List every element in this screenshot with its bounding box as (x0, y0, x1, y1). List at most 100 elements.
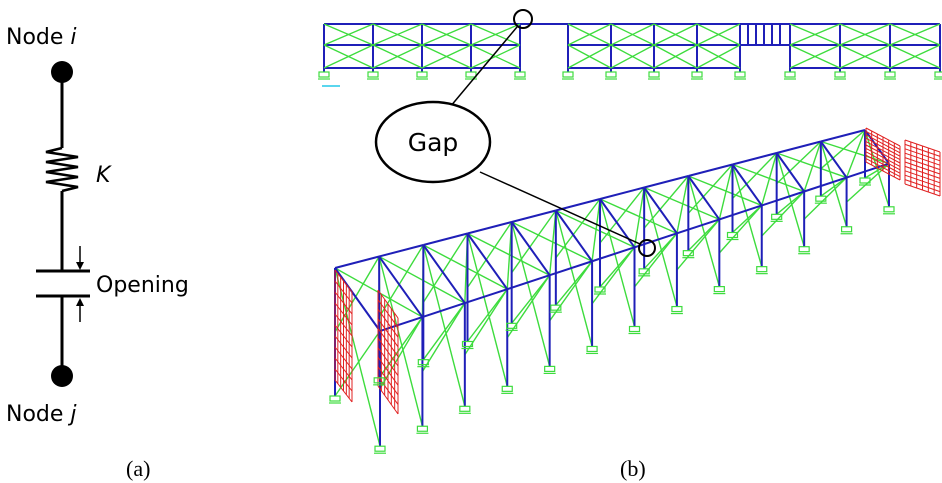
support (726, 231, 739, 239)
cross-beam (466, 232, 509, 290)
side-brace (687, 164, 734, 214)
brace (470, 44, 521, 69)
structural-model: Gap (b) (318, 9, 942, 481)
gap-marker-elevation (513, 9, 533, 29)
brace (323, 23, 374, 46)
brace (323, 44, 374, 69)
wall-rail (334, 302, 353, 326)
wall-rail (865, 141, 901, 161)
support (329, 395, 341, 402)
wall-rail (904, 139, 941, 153)
wall-rail (865, 147, 901, 167)
front-beam (643, 175, 689, 189)
side-brace (464, 288, 508, 356)
cross-beam (422, 244, 466, 304)
opening-arrows (76, 246, 84, 322)
brace (653, 23, 698, 46)
support (682, 250, 694, 257)
wall-rail (334, 335, 353, 359)
support (734, 71, 746, 78)
wall-rail (904, 152, 941, 166)
frame-brace (378, 316, 423, 379)
support (459, 405, 471, 412)
roof-brace (467, 232, 550, 276)
side-brace (422, 233, 469, 303)
brace (839, 23, 891, 46)
wall-rail (334, 313, 353, 337)
brace (839, 44, 891, 69)
wall-rail (904, 148, 941, 162)
wall-rail (904, 170, 941, 184)
support (514, 71, 526, 78)
front-beam (599, 186, 645, 200)
frame-brace (334, 330, 381, 397)
wall-rail (377, 356, 399, 386)
roof-brace (548, 210, 557, 276)
wall-rail (334, 357, 353, 381)
support (884, 71, 896, 78)
frame-brace (511, 274, 551, 324)
support (416, 71, 428, 78)
side-brace (378, 244, 424, 318)
back-beam (676, 218, 720, 235)
wall-rail (377, 299, 399, 328)
support (840, 226, 853, 233)
frame-brace (864, 162, 890, 179)
support (465, 71, 477, 78)
opening-label: Opening (96, 273, 189, 298)
brace (610, 44, 655, 69)
side-brace (776, 140, 822, 185)
brace (653, 44, 698, 69)
support (461, 340, 474, 348)
cross-beam (731, 163, 763, 207)
wall-rail (904, 157, 941, 171)
roof-brace (803, 141, 822, 192)
support (318, 71, 330, 78)
wall-rail (377, 385, 399, 415)
side-brace (633, 232, 678, 288)
gap-bubble (374, 100, 492, 184)
support (367, 71, 379, 78)
support (784, 71, 796, 78)
cross-beam (687, 175, 721, 220)
front-beam (334, 255, 380, 269)
support (501, 385, 513, 392)
support (815, 195, 827, 202)
side-brace (549, 260, 593, 322)
support (550, 304, 562, 311)
front-beam (688, 163, 733, 177)
back-beam (549, 260, 593, 277)
wall-rail (377, 366, 399, 396)
spring-k (45, 146, 79, 193)
caption-b: (b) (620, 456, 646, 481)
brace (610, 23, 655, 46)
roof-brace (845, 129, 866, 178)
side-brace (466, 221, 513, 288)
side-brace (506, 274, 551, 339)
roof-brace (676, 175, 690, 234)
wall-rail (377, 337, 399, 367)
brace (889, 23, 941, 46)
wall-rail (865, 127, 901, 147)
frame-brace (422, 244, 466, 407)
support (713, 286, 725, 293)
cross-beam (555, 209, 593, 262)
frame-brace (510, 221, 551, 367)
brace (372, 44, 423, 69)
node-j-dot (51, 365, 73, 387)
brace (372, 23, 423, 46)
wall-rail (865, 151, 901, 171)
frame-brace (599, 198, 636, 327)
node-j-label: Node j (6, 402, 77, 427)
cross-beam (775, 152, 805, 193)
roof-brace (718, 164, 734, 220)
cross-beam (378, 255, 424, 318)
elevation-supports (318, 71, 942, 80)
support (771, 213, 783, 220)
cross-beam (643, 186, 678, 234)
support (416, 425, 429, 432)
perspective-braces (334, 129, 890, 447)
side-brace (718, 204, 763, 254)
perspective-frame (334, 129, 890, 447)
back-beam (846, 162, 890, 179)
